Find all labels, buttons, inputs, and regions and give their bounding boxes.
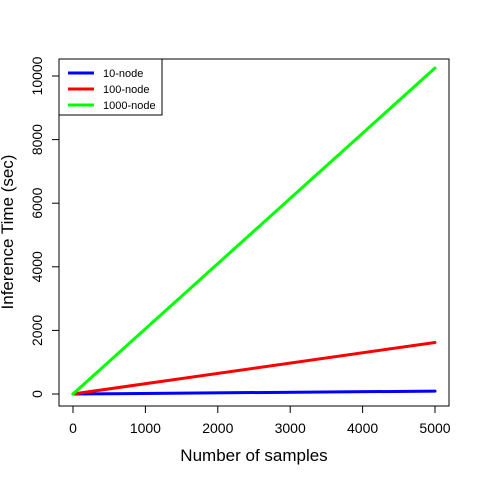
- series-line-10-node: [71, 389, 437, 396]
- y-tick-label: 2000: [29, 315, 45, 346]
- x-tick-label: 4000: [347, 420, 378, 436]
- y-tick-label: 8000: [29, 124, 45, 155]
- y-tick-label: 10000: [29, 56, 45, 95]
- y-axis: 0 2000 4000 6000 8000 10000: [29, 56, 60, 398]
- y-axis-title: Inference Time (sec): [0, 155, 17, 310]
- y-tick-label: 6000: [29, 187, 45, 218]
- legend: 10-node 100-node 1000-node: [58, 58, 163, 116]
- x-tick-label: 2000: [202, 420, 233, 436]
- series-line-100-node: [71, 340, 437, 396]
- x-axis: 0 1000 2000 3000 4000 5000: [69, 405, 451, 436]
- x-tick-label: 5000: [419, 420, 450, 436]
- x-axis-title: Number of samples: [180, 446, 327, 465]
- legend-label-100-node: 100-node: [103, 84, 150, 96]
- series-line-1000-node: [71, 66, 437, 396]
- series-layer: [71, 66, 437, 396]
- x-tick-label: 3000: [275, 420, 306, 436]
- legend-label-1000-node: 1000-node: [103, 100, 156, 112]
- y-tick-label: 0: [29, 390, 45, 398]
- x-tick-label: 0: [69, 420, 77, 436]
- legend-label-10-node: 10-node: [103, 68, 143, 80]
- y-tick-label: 4000: [29, 251, 45, 282]
- x-tick-label: 1000: [130, 420, 161, 436]
